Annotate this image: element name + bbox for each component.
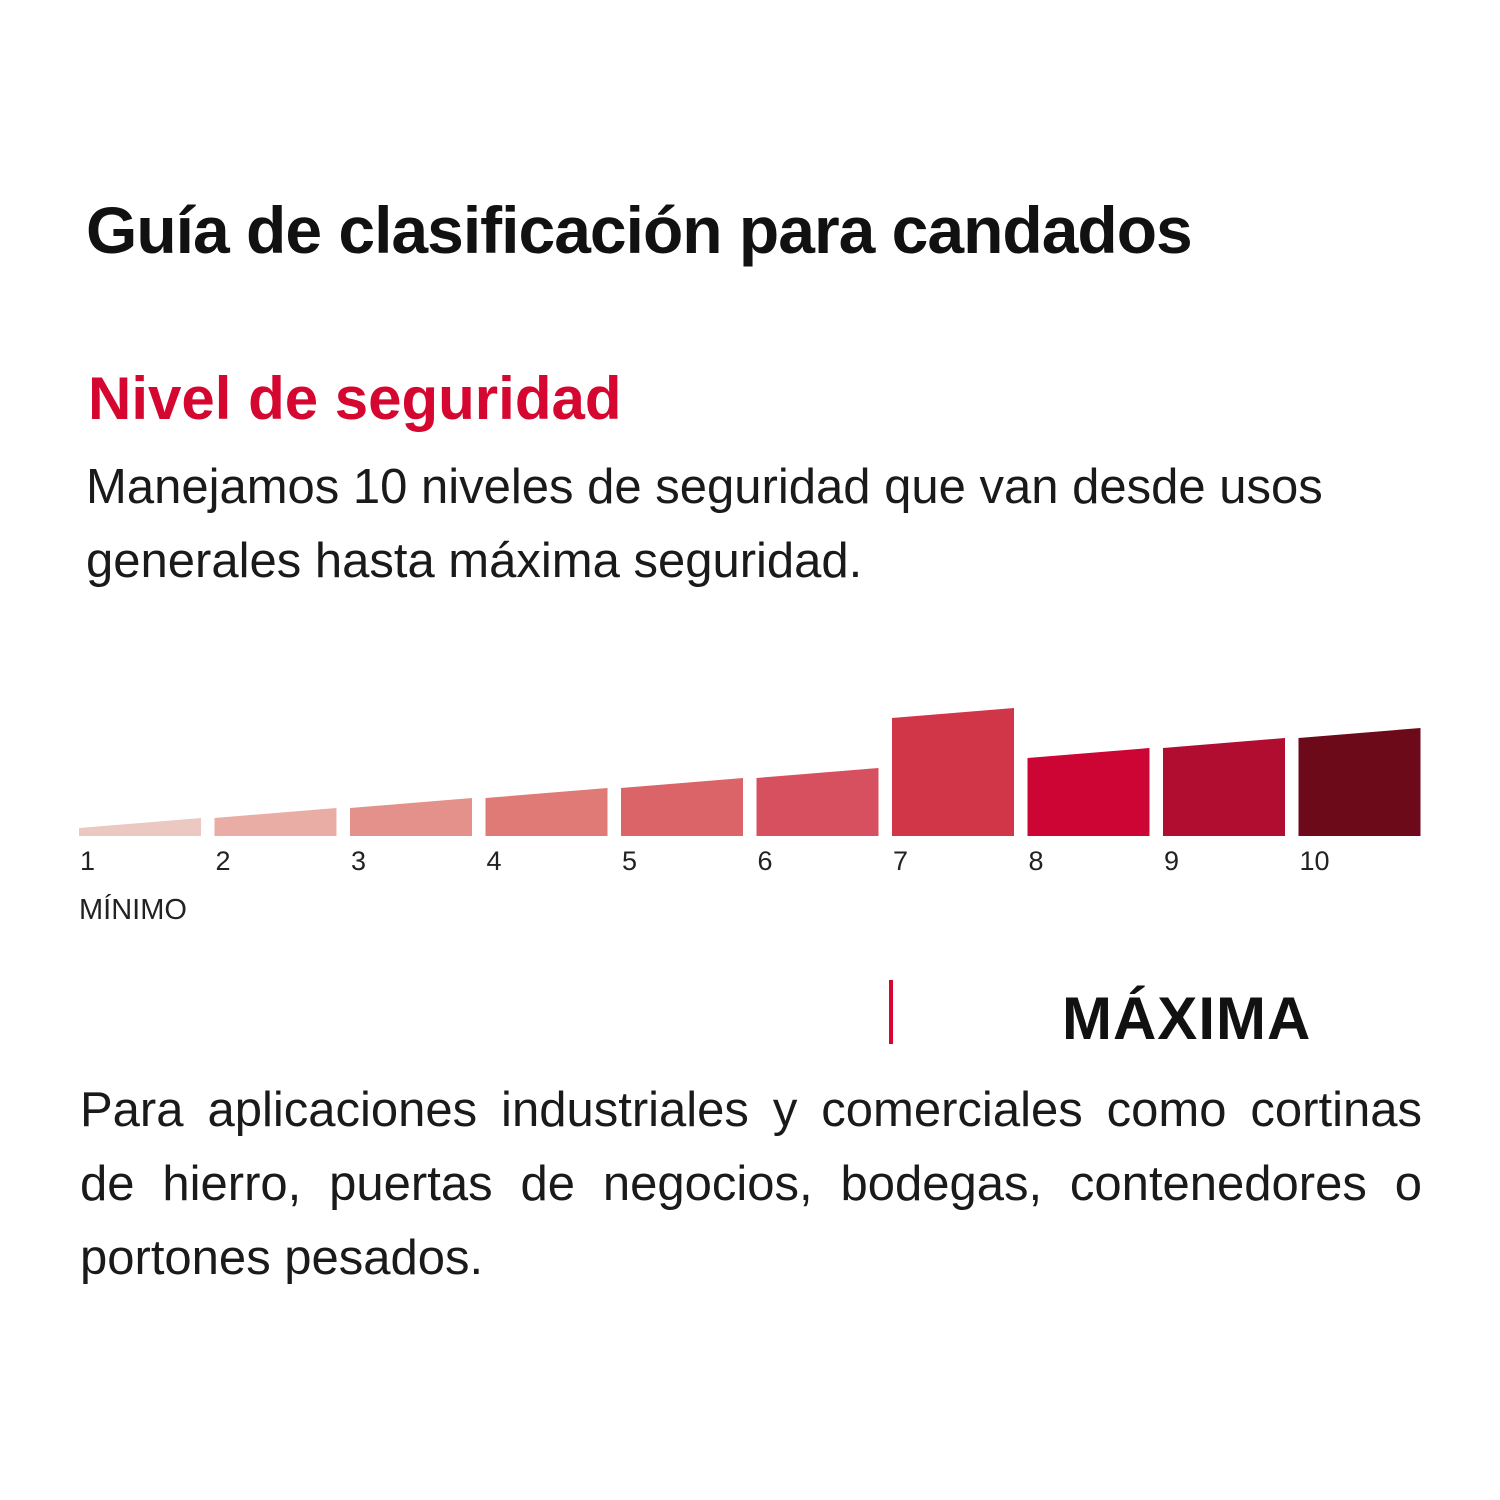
scale-bar-level-7 — [892, 708, 1014, 836]
scale-label-level-3: 3 — [351, 846, 366, 876]
scale-bar-level-4 — [485, 788, 608, 836]
scale-label-level-5: 5 — [622, 846, 637, 876]
scale-bar-level-9 — [1163, 738, 1285, 836]
scale-bar-level-8 — [1027, 748, 1150, 836]
scale-label-level-1: 1 — [80, 846, 95, 876]
scale-bar-level-6 — [756, 768, 879, 836]
scale-bar-level-5 — [621, 778, 743, 836]
page-title: Guía de clasificación para candados — [86, 193, 1193, 267]
scale-min-label: MÍNIMO — [79, 893, 187, 926]
selected-level-label: MÁXIMA — [1062, 985, 1312, 1052]
scale-label-level-10: 10 — [1300, 846, 1330, 876]
security-level-scale: 1 2 3 4 5 6 7 8 9 10 MÍNIMO — [0, 640, 1500, 940]
selected-level-description: Para aplicaciones industriales y comerci… — [80, 1083, 1422, 1285]
scale-label-level-7: 7 — [893, 846, 908, 876]
scale-bar-level-1 — [79, 818, 201, 836]
scale-label-level-8: 8 — [1029, 846, 1044, 876]
selected-level-marker — [889, 980, 893, 1044]
scale-bar-level-3 — [350, 798, 472, 836]
scale-label-level-6: 6 — [758, 846, 773, 876]
scale-label-level-4: 4 — [487, 846, 502, 876]
scale-label-level-2: 2 — [216, 846, 231, 876]
security-level-scale-graphic: 1 2 3 4 5 6 7 8 9 10 MÍNIMO — [79, 708, 1421, 926]
scale-label-level-9: 9 — [1164, 846, 1179, 876]
section-intro: Manejamos 10 niveles de seguridad que va… — [86, 460, 1323, 588]
scale-bar-level-2 — [214, 808, 337, 836]
scale-bar-level-10 — [1298, 728, 1421, 836]
section-heading: Nivel de seguridad — [88, 365, 622, 432]
